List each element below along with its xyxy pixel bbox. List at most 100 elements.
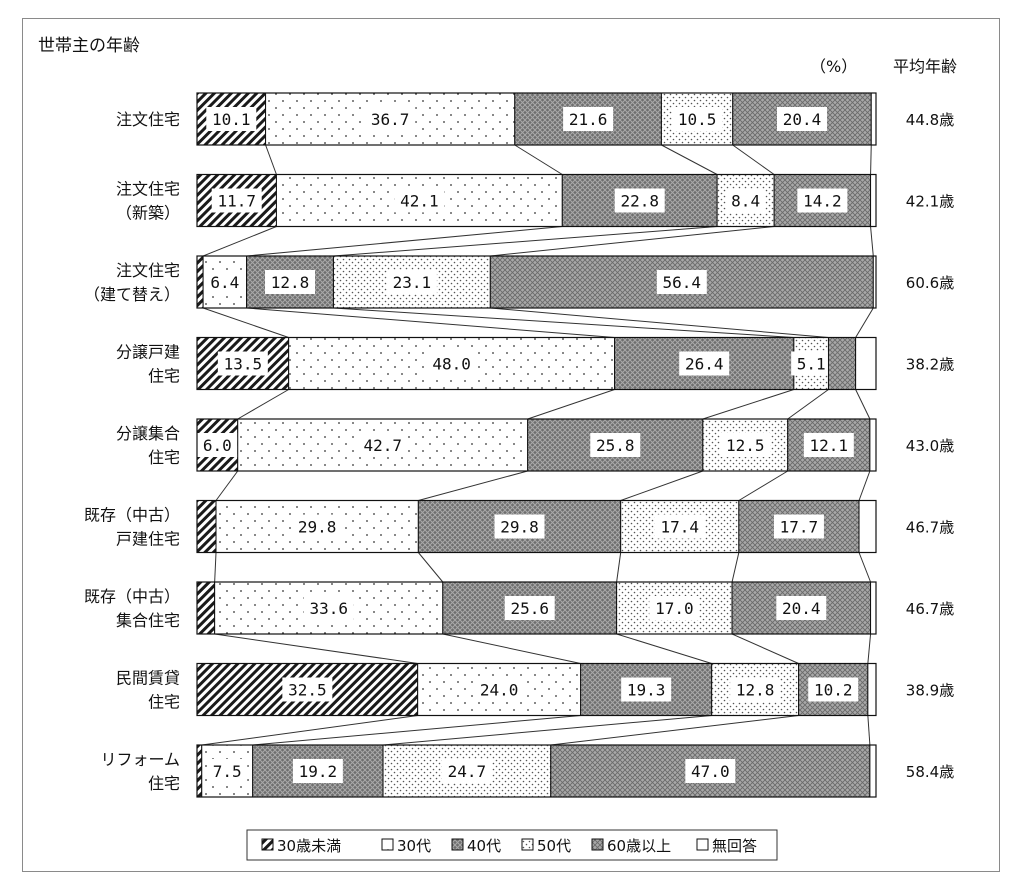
average-age-value: 38.9歳	[906, 682, 954, 700]
data-label-background	[303, 596, 354, 620]
legend-swatch	[521, 838, 534, 851]
connector-line	[855, 389, 871, 420]
average-age-value: 46.7歳	[906, 519, 954, 537]
bar-segment	[870, 174, 877, 227]
bar-segment	[870, 581, 877, 635]
category-label: 注文住宅	[116, 261, 180, 280]
category-label: 住宅	[148, 774, 180, 793]
data-label-background	[621, 677, 672, 702]
data-label: 25.6	[510, 599, 549, 618]
data-label: 25.8	[596, 436, 635, 455]
legend-label: 30代	[397, 837, 431, 855]
connector-line	[738, 470, 788, 501]
average-age-value: 60.6歳	[906, 274, 954, 292]
data-label-background	[725, 188, 766, 213]
data-label: 29.8	[500, 518, 539, 537]
data-label-background	[211, 188, 262, 213]
average-age-value: 38.2歳	[906, 356, 954, 374]
connector-line	[333, 307, 794, 338]
chart-title: 世帯主の年齢	[38, 36, 140, 56]
data-label-background	[474, 677, 525, 702]
category-label: リフォーム	[100, 750, 180, 769]
data-label-background	[386, 270, 437, 294]
category-label: 住宅	[148, 448, 180, 467]
data-label: 17.7	[780, 518, 819, 537]
data-label: 12.5	[726, 436, 765, 455]
data-label-background	[776, 596, 827, 620]
bar-outline	[196, 92, 877, 146]
data-label: 42.1	[400, 192, 439, 211]
data-label-background	[803, 433, 854, 457]
data-label-background	[791, 351, 832, 376]
category-label: 住宅	[148, 367, 180, 386]
connector-line	[661, 144, 718, 175]
connector-line	[202, 307, 289, 338]
bar-segment	[827, 337, 857, 390]
connector-line	[702, 389, 794, 420]
bar-outline	[196, 173, 877, 228]
legend-label: 30歳未満	[277, 837, 341, 855]
data-label-background	[679, 351, 730, 376]
data-label-background	[808, 677, 859, 702]
category-label: 集合住宅	[116, 611, 180, 630]
data-label-background	[365, 107, 416, 131]
data-label: 13.5	[224, 355, 263, 374]
connector-line	[202, 226, 277, 257]
data-label: 17.4	[661, 518, 700, 537]
bar-outline	[196, 662, 877, 717]
data-label: 48.0	[432, 355, 471, 374]
data-label-background	[773, 514, 824, 539]
bar-segment	[867, 663, 877, 716]
data-label-background	[494, 514, 545, 539]
average-age-value: 42.1歳	[906, 193, 954, 211]
data-label: 14.2	[803, 192, 842, 211]
data-label-background	[614, 188, 665, 213]
data-label: 19.3	[627, 681, 666, 700]
data-label: 12.8	[271, 273, 310, 292]
bar-outline	[196, 744, 877, 798]
bar-segment	[196, 255, 204, 309]
legend-swatch	[381, 838, 394, 851]
data-label: 23.1	[393, 273, 432, 292]
connector-line	[237, 389, 289, 420]
data-label: 21.6	[569, 110, 608, 129]
connector-line	[858, 470, 871, 501]
data-label: 6.0	[203, 436, 232, 455]
average-age-value: 46.7歳	[906, 600, 954, 618]
data-label: 22.8	[620, 192, 659, 211]
average-age-header: 平均年齢	[893, 57, 957, 76]
data-label-background	[357, 433, 408, 457]
data-label-background	[776, 107, 827, 131]
bar-segment	[196, 581, 216, 635]
data-label-background	[394, 188, 445, 213]
connector-line	[867, 633, 872, 664]
category-labels: 注文住宅注文住宅（新築）注文住宅（建て替え）分譲戸建住宅分譲集合住宅既存（中古）…	[84, 110, 180, 793]
connector-line	[620, 470, 704, 501]
data-label-background	[672, 107, 723, 131]
legend-swatch	[696, 838, 709, 851]
data-label: 36.7	[371, 110, 410, 129]
data-label: 12.8	[736, 681, 775, 700]
data-label: 29.8	[298, 518, 337, 537]
connector-line	[870, 226, 874, 257]
data-label-background	[207, 759, 248, 783]
connector-line	[787, 389, 829, 420]
bar-outline	[196, 499, 877, 554]
connector-line	[858, 552, 872, 583]
data-label: 33.6	[309, 599, 348, 618]
connector-line	[333, 226, 718, 257]
connector-lines	[201, 144, 874, 746]
category-label: （建て替え）	[84, 285, 180, 304]
bar-segment	[855, 337, 877, 390]
data-label: 19.2	[299, 762, 338, 781]
category-label: 注文住宅	[116, 110, 180, 129]
category-label: （新築）	[116, 204, 180, 223]
connector-line	[252, 715, 581, 746]
connector-line	[246, 226, 563, 257]
data-label: 26.4	[685, 355, 724, 374]
data-label: 11.7	[217, 192, 256, 211]
data-label: 20.4	[782, 599, 821, 618]
category-label: 分譲集合	[116, 424, 180, 443]
average-age-value: 58.4歳	[906, 763, 954, 781]
